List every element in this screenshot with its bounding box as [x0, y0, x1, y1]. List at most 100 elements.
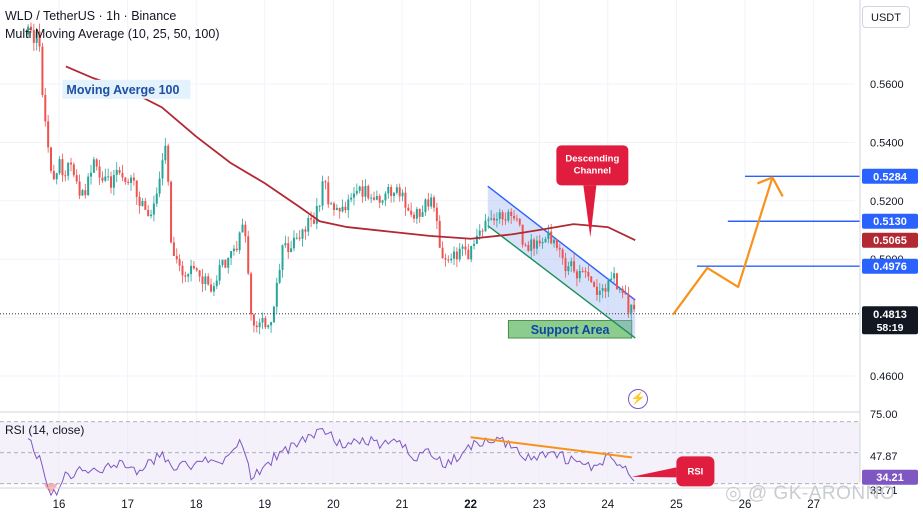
candle-body: [235, 248, 238, 251]
candle-body: [244, 224, 247, 237]
candle-body: [41, 46, 44, 95]
candle-body: [252, 314, 255, 326]
candle-body: [513, 215, 516, 219]
candle-body: [375, 196, 378, 200]
candle-body: [301, 229, 304, 239]
candle: [335, 204, 338, 211]
price-tick-label: 0.5600: [870, 79, 904, 91]
candle-body: [447, 259, 450, 261]
candle: [498, 208, 501, 224]
candle-body: [633, 304, 636, 310]
candle-body: [415, 209, 418, 219]
candle-body: [507, 211, 510, 221]
candle-body: [161, 160, 164, 179]
candle: [210, 278, 213, 293]
time-tick-label: 17: [121, 499, 134, 511]
candle: [284, 235, 287, 248]
candle-body: [370, 197, 373, 199]
candle-body: [121, 172, 124, 178]
candle: [450, 253, 453, 264]
candle: [290, 240, 293, 253]
candle: [604, 283, 607, 299]
candle-body: [138, 196, 141, 206]
candle: [178, 254, 181, 272]
candle: [327, 176, 330, 208]
candle-body: [27, 26, 30, 35]
candle: [252, 313, 255, 333]
rsi-tick-label: 75.00: [870, 409, 898, 421]
candle: [553, 237, 556, 248]
time-tick-label: 24: [601, 499, 614, 511]
candle: [464, 238, 467, 256]
candle: [535, 235, 538, 255]
candle-body: [290, 248, 293, 253]
currency-button[interactable]: USDT: [862, 6, 910, 28]
candle: [301, 228, 304, 247]
candle: [341, 199, 344, 213]
candle: [90, 164, 93, 185]
candle: [521, 224, 524, 248]
candle-body: [487, 219, 490, 221]
indicator-title[interactable]: Multi Moving Average (10, 25, 50, 100): [5, 27, 220, 41]
candle: [295, 232, 298, 240]
candle: [55, 172, 58, 185]
candle: [490, 210, 493, 221]
candle: [458, 243, 461, 263]
candle-body: [247, 236, 250, 274]
candle: [70, 157, 73, 172]
candle-body: [458, 248, 461, 260]
candle-body: [250, 273, 253, 315]
candle: [235, 240, 238, 253]
candle-body: [49, 147, 52, 171]
candle: [312, 212, 315, 225]
candle-body: [221, 259, 224, 266]
candle-body: [453, 251, 456, 259]
candle-body: [347, 199, 350, 211]
candle-body: [295, 237, 298, 239]
rsi-title[interactable]: RSI (14, close): [5, 423, 85, 437]
candle: [330, 201, 333, 205]
candle: [441, 241, 444, 259]
channel-lower-line: [487, 225, 636, 339]
candle: [564, 252, 567, 278]
price-tick-label: 0.4600: [870, 371, 904, 383]
candle-body: [527, 245, 530, 251]
candle: [32, 23, 35, 51]
candle: [72, 162, 75, 178]
candle-body: [181, 265, 184, 276]
candle-body: [475, 235, 478, 244]
projection-arrowhead: [771, 176, 784, 197]
candle: [84, 183, 87, 199]
candle: [473, 239, 476, 250]
candle-body: [538, 240, 541, 244]
candle: [35, 27, 38, 51]
candle: [287, 236, 290, 259]
candle-body: [267, 325, 270, 328]
candle-body: [575, 271, 578, 279]
candle: [321, 175, 324, 211]
candle: [215, 275, 218, 290]
candle: [255, 320, 258, 333]
candle: [370, 193, 373, 204]
candle-body: [433, 197, 436, 208]
candle: [172, 236, 175, 256]
candle: [475, 228, 478, 244]
time-tick-label: 22: [464, 499, 477, 511]
level-price-label: 0.4976: [873, 261, 907, 273]
candle: [264, 315, 267, 330]
candle-body: [204, 276, 207, 285]
candle: [501, 209, 504, 226]
candle-body: [524, 244, 527, 246]
lightning-icon[interactable]: ⚡: [628, 389, 648, 409]
candle: [195, 267, 198, 272]
candle: [121, 164, 124, 182]
candle: [247, 230, 250, 276]
candle: [270, 321, 273, 333]
time-tick-label: 16: [53, 499, 66, 511]
candle: [204, 272, 207, 291]
symbol-title[interactable]: WLD / TetherUS · 1h · Binance: [5, 9, 177, 23]
candle: [387, 183, 390, 199]
candle-body: [112, 174, 115, 188]
candle: [155, 187, 158, 207]
